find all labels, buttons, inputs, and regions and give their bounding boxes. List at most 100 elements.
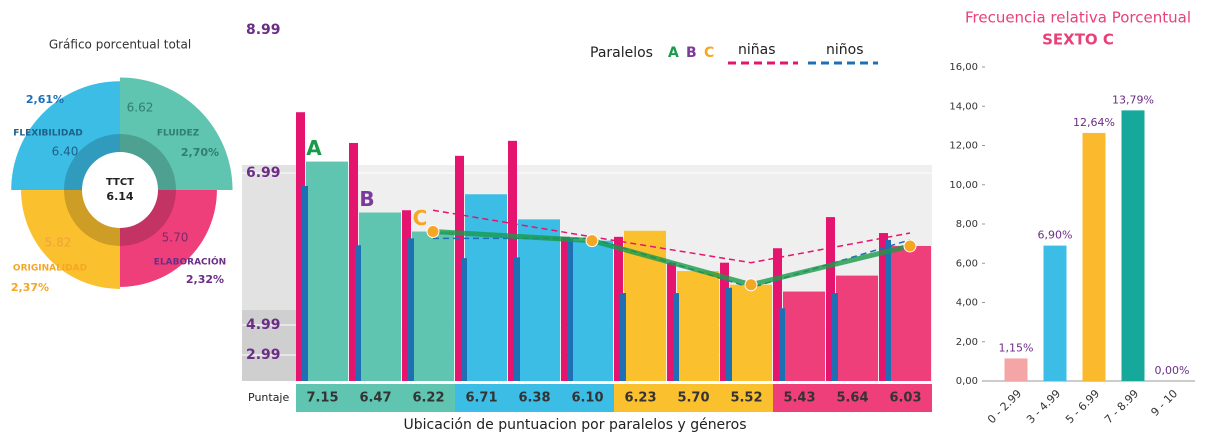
chart-subtitle: SEXTO C: [1042, 31, 1114, 49]
bar: [1121, 110, 1145, 381]
x-tick-label: 5 - 6.99: [1063, 387, 1102, 426]
x-tick-label: 7 - 8.99: [1102, 387, 1141, 426]
score-cell: [826, 384, 879, 412]
x-tick-label: 3 - 4.99: [1024, 387, 1063, 426]
y-tick-label: 14,00: [949, 101, 978, 112]
score-cell: [561, 384, 614, 412]
gender-bar: [726, 287, 732, 381]
y-tick-label: 8.99: [246, 22, 281, 38]
x-axis-title: Ubicación de puntuacion por paralelos y …: [404, 417, 747, 433]
x-tick-label: 9 - 10: [1148, 387, 1180, 419]
score-label: 6.38: [518, 391, 550, 406]
score-label: 6.47: [359, 391, 391, 406]
gender-bar: [302, 185, 308, 381]
trend-dot: [744, 278, 758, 292]
gender-bar: [567, 238, 573, 381]
score-label: 6.10: [571, 391, 603, 406]
value-label: 1,15%: [999, 341, 1034, 354]
bar: [889, 245, 931, 381]
sector-label: ORIGINALIDAD: [13, 264, 87, 274]
legend-paralelo: B: [686, 45, 697, 61]
score-label: 5.43: [783, 391, 815, 406]
legend-label: niños: [826, 42, 864, 58]
x-tick-label: 0 - 2.99: [985, 387, 1024, 426]
score-label: 6.03: [889, 391, 921, 406]
sector-label: ELABORACIÓN: [154, 256, 226, 268]
gender-bar: [673, 293, 679, 381]
score-cell: [720, 384, 773, 412]
y-tick-label: 6,00: [956, 258, 978, 269]
y-tick-label: 4,00: [956, 298, 978, 309]
score-cell: [455, 384, 508, 412]
score-cell: [667, 384, 720, 412]
legend-title: Paralelos: [590, 45, 653, 61]
score-label: 5.52: [730, 391, 762, 406]
bar: [571, 240, 613, 381]
gender-bar: [349, 142, 358, 381]
y-tick-label: 12,00: [949, 141, 978, 152]
sector-share: 2,70%: [181, 146, 219, 159]
sector-share: 2,61%: [26, 93, 64, 106]
y-tick-label: 4.99: [246, 317, 281, 333]
sector-label: FLEXIBILIDAD: [13, 129, 83, 139]
trend-line: [432, 229, 911, 288]
gender-bar: [667, 262, 676, 381]
score-cell: [296, 384, 349, 412]
value-label: 13,79%: [1112, 93, 1154, 106]
bar: [465, 194, 507, 381]
score-label: 6.71: [465, 391, 497, 406]
bar: [836, 275, 878, 381]
paralelo-letter: A: [306, 136, 322, 160]
bar: [518, 219, 560, 381]
bar: [730, 284, 772, 381]
score-label: 5.70: [677, 391, 709, 406]
gender-bar: [455, 155, 464, 381]
trend-dot: [585, 234, 599, 248]
y-tick-label: 16,00: [949, 62, 978, 73]
value-label: 6,90%: [1038, 229, 1073, 242]
center-label: TTCT: [106, 177, 134, 188]
gender-bar: [561, 236, 570, 381]
y-tick-label: 2.99: [246, 347, 281, 363]
bar: [677, 271, 719, 381]
bar: [783, 291, 825, 381]
score-cell: [614, 384, 667, 412]
gender-bar: [826, 217, 835, 381]
axis-band: [242, 310, 296, 381]
chart-title: Frecuencia relativa Porcentual: [965, 9, 1191, 27]
axis-band: [242, 165, 296, 310]
row-label: Puntaje: [248, 391, 289, 404]
bar: [306, 161, 348, 381]
score-label: 6.22: [412, 391, 444, 406]
trend-dot: [903, 239, 917, 253]
paralelo-letter: C: [413, 206, 428, 230]
score-cell: [402, 384, 455, 412]
score-label: 6.23: [624, 391, 656, 406]
gender-bar: [620, 293, 626, 381]
y-tick-label: 6.99: [246, 165, 281, 181]
gender-bar: [720, 262, 729, 381]
gender-bar: [402, 210, 411, 381]
value-label: 0,00%: [1155, 364, 1190, 377]
gender-bar: [296, 112, 305, 381]
value-label: 12,64%: [1073, 116, 1115, 129]
center-hole: [82, 152, 158, 228]
sector-value: 5.82: [45, 236, 72, 250]
gender-bar: [614, 236, 623, 381]
sector-label: FLUIDEZ: [157, 129, 200, 139]
gender-bar: [355, 245, 361, 381]
y-tick-label: 10,00: [949, 180, 978, 191]
score-label: 7.15: [306, 391, 338, 406]
legend-paralelo: A: [668, 45, 679, 61]
legend-paralelo: C: [704, 45, 714, 61]
score-label: 5.64: [836, 391, 868, 406]
gender-bar: [885, 239, 891, 381]
gender-line: [432, 209, 911, 264]
gender-bar: [461, 258, 467, 381]
gender-bar: [408, 238, 414, 381]
sector-value: 6.62: [127, 101, 154, 115]
gender-bar: [779, 308, 785, 381]
sector-value: 6.40: [52, 145, 79, 159]
gender-bar: [514, 257, 520, 381]
y-tick-label: 0,00: [956, 376, 978, 387]
